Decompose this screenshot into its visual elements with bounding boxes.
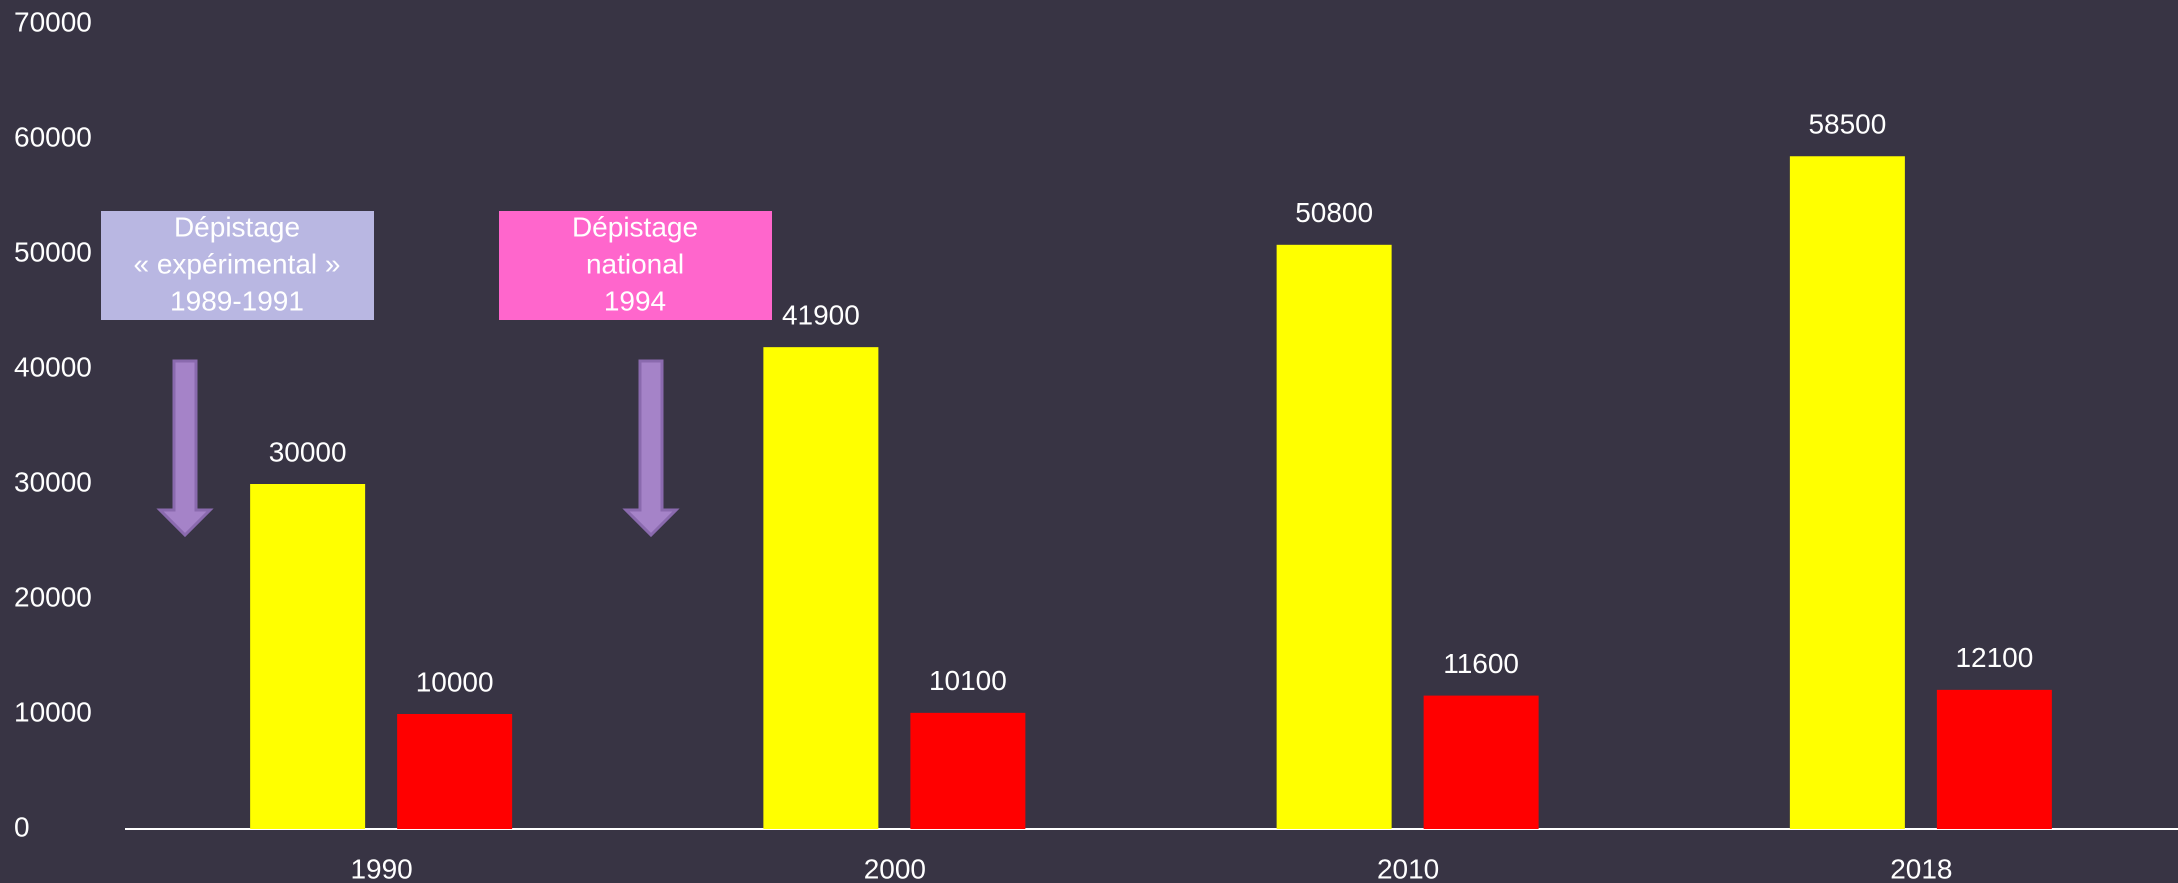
x-tick-label: 1990 bbox=[350, 853, 412, 883]
y-tick-label: 10000 bbox=[14, 696, 92, 727]
bar bbox=[763, 347, 879, 829]
bar bbox=[1936, 689, 2052, 829]
arrow bbox=[156, 359, 680, 538]
x-tick-label: 2018 bbox=[1890, 853, 1952, 883]
data-label: 10000 bbox=[416, 666, 494, 697]
annotation-text: 1994 bbox=[604, 285, 666, 316]
y-tick-label: 50000 bbox=[14, 236, 92, 267]
annotation-box bbox=[101, 211, 374, 320]
data-label: 10100 bbox=[929, 665, 1007, 696]
annotation-text: 1989-1991 bbox=[170, 285, 304, 316]
annotation-text: « expérimental » bbox=[133, 248, 340, 279]
x-tick-label: 2010 bbox=[1377, 853, 1439, 883]
bar bbox=[1789, 156, 1905, 829]
y-tick-label: 60000 bbox=[14, 121, 92, 152]
data-label: 30000 bbox=[269, 436, 347, 467]
data-label: 12100 bbox=[1955, 642, 2033, 673]
bar bbox=[910, 712, 1026, 829]
annotation-text: national bbox=[586, 248, 684, 279]
y-tick-label: 0 bbox=[14, 811, 30, 842]
x-tick-label: 2000 bbox=[864, 853, 926, 883]
annotation-text: Dépistage bbox=[174, 211, 300, 242]
bar bbox=[1276, 244, 1392, 830]
y-tick-label: 30000 bbox=[14, 466, 92, 497]
bar bbox=[250, 484, 366, 829]
bar bbox=[1423, 695, 1539, 829]
annotation-box bbox=[499, 211, 772, 320]
bar bbox=[397, 714, 513, 829]
y-tick-label: 20000 bbox=[14, 581, 92, 612]
data-label: 50800 bbox=[1295, 197, 1373, 228]
data-label: 41900 bbox=[782, 300, 860, 331]
y-tick-label: 40000 bbox=[14, 351, 92, 382]
data-label: 11600 bbox=[1443, 648, 1519, 679]
annotation-text: Dépistage bbox=[572, 211, 698, 242]
data-label: 58500 bbox=[1808, 109, 1886, 140]
y-tick-label: 70000 bbox=[14, 6, 92, 37]
